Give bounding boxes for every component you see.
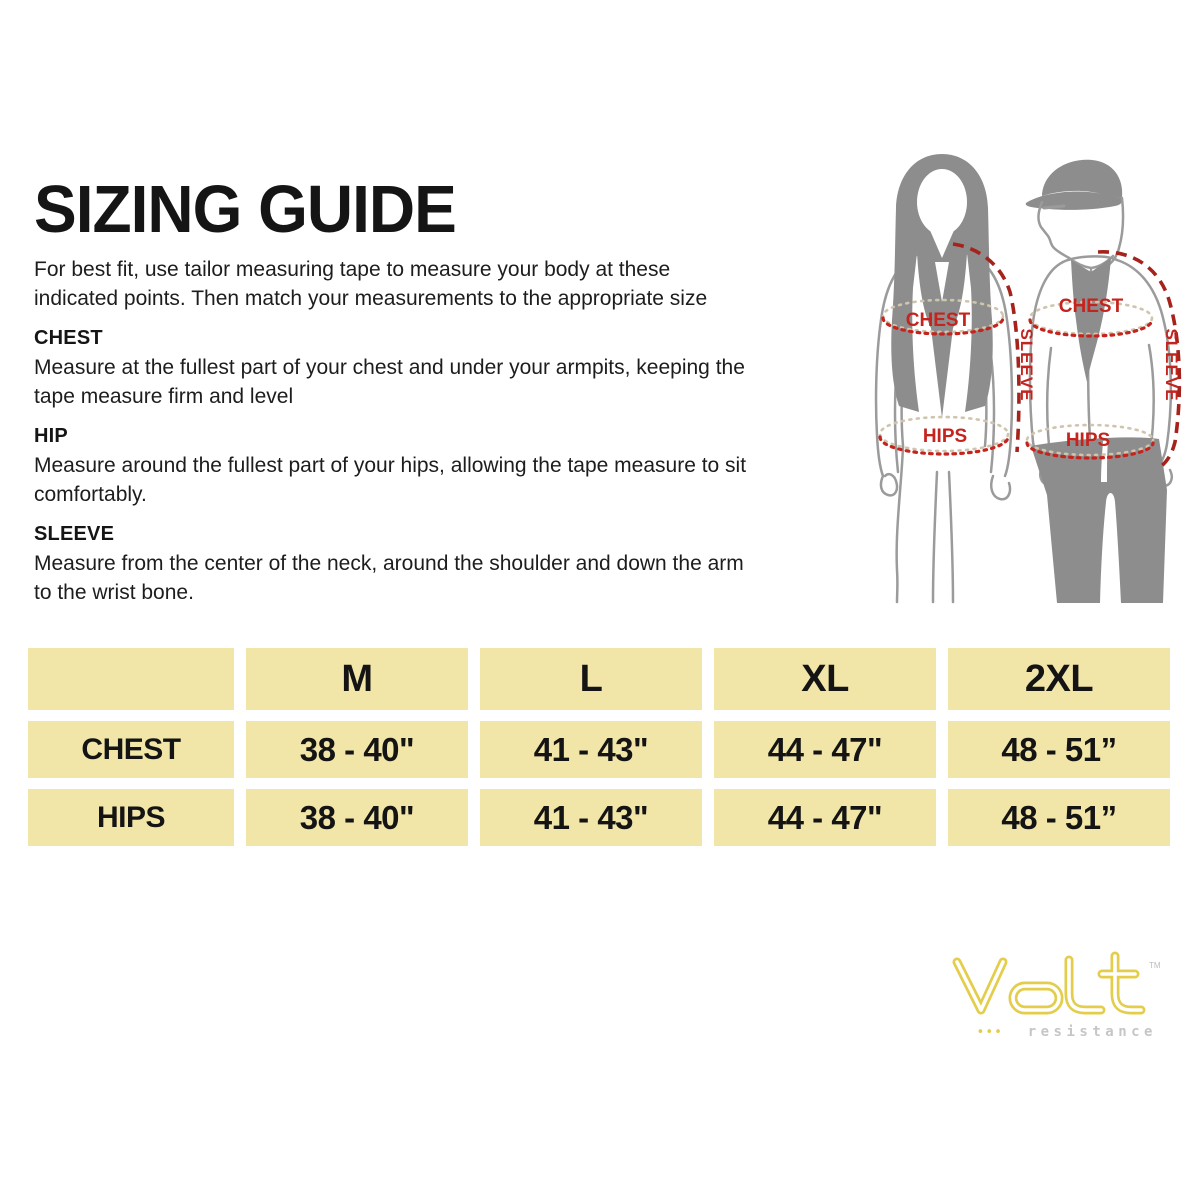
size-col-header-xl: XL [714, 648, 936, 710]
chest-2xl-value: 48 - 51” [948, 721, 1170, 778]
page-title: SIZING GUIDE [34, 171, 457, 247]
section-body-hip: Measure around the fullest part of your … [34, 454, 747, 506]
trademark-symbol: TM [1149, 961, 1161, 970]
measurement-diagram: CHEST CHEST HIPS HIPS SLEEVE SLEEVE [874, 154, 1182, 604]
woman-hips-label: HIPS [923, 426, 967, 447]
chest-m-value: 38 - 40" [246, 721, 468, 778]
measure-labels: CHEST CHEST HIPS HIPS SLEEVE SLEEVE [906, 296, 1181, 451]
man-sleeve-label: SLEEVE [1162, 328, 1181, 401]
size-col-header-empty [28, 648, 234, 710]
instructions-column: SIZING GUIDE For best fit, use tailor me… [34, 176, 760, 607]
size-chart-table: M L XL 2XL CHEST 38 - 40" 41 - 43" 44 - … [28, 648, 1172, 846]
chest-xl-value: 44 - 47" [714, 721, 936, 778]
section-heading-hip: HIP [34, 425, 68, 448]
section-body-chest: Measure at the fullest part of your ches… [34, 356, 745, 408]
man-chest-label: CHEST [1059, 296, 1124, 317]
section-heading-chest: CHEST [34, 327, 103, 350]
man-hips-label: HIPS [1066, 430, 1110, 451]
section-body-sleeve: Measure from the center of the neck, aro… [34, 552, 744, 604]
woman-collar-inset [935, 262, 949, 302]
man-pants-slit [1101, 440, 1108, 482]
woman-chest-label: CHEST [906, 310, 971, 331]
sleeve-measure-lines [952, 242, 1182, 469]
woman-neck [929, 228, 955, 258]
row-label-hips: HIPS [28, 789, 234, 846]
man-pants [1031, 437, 1167, 603]
hips-xl-value: 44 - 47" [714, 789, 936, 846]
size-col-header-m: M [246, 648, 468, 710]
man-shirt [1071, 258, 1111, 382]
volt-wordmark [952, 951, 1146, 1015]
chest-l-value: 41 - 43" [480, 721, 702, 778]
man-cap-brim [1025, 191, 1123, 210]
intro-text: For best fit, use tailor measuring tape … [34, 258, 708, 310]
hips-m-value: 38 - 40" [246, 789, 468, 846]
size-col-header-l: L [480, 648, 702, 710]
volt-logo: TM ••• resistance [952, 951, 1161, 1040]
woman-sleeve-label: SLEEVE [1017, 328, 1036, 401]
logo-dots: ••• [977, 1025, 1003, 1040]
hips-l-value: 41 - 43" [480, 789, 702, 846]
man-measure-ellipses [1025, 300, 1155, 460]
hips-2xl-value: 48 - 51” [948, 789, 1170, 846]
man-cap [1042, 159, 1123, 198]
woman-face [917, 169, 967, 235]
section-heading-sleeve: SLEEVE [34, 523, 115, 546]
logo-subtext: resistance [1028, 1024, 1157, 1040]
woman-measure-ellipses [878, 298, 1010, 456]
row-label-chest: CHEST [28, 721, 234, 778]
size-col-header-2xl: 2XL [948, 648, 1170, 710]
